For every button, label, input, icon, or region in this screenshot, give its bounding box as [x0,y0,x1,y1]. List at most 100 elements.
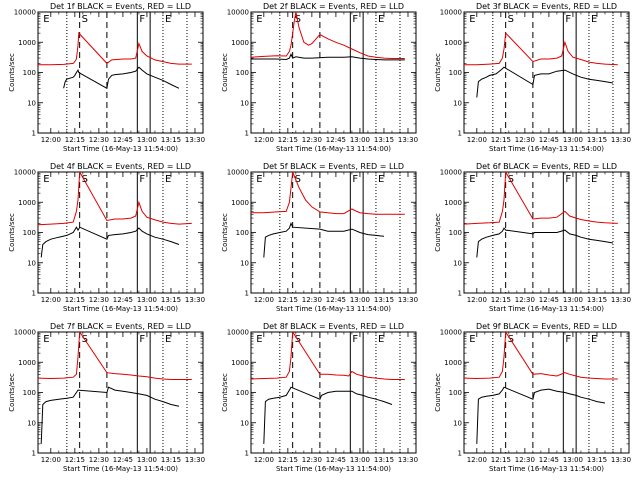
plot-frame [250,331,417,454]
marker-label: E [469,14,475,25]
x-axis-label: Start Time (16-May-13 11:54:00) [489,305,604,313]
detector-panel-5: Det 5f BLACK = Events, RED = LLD 1 10 100 10… [221,162,418,313]
y-tick-label: 1000 [18,199,36,207]
x-tick-label: 12:45 [326,296,346,304]
marker-label: E [469,334,475,345]
marker-label: E [469,174,475,185]
x-tick-label: 12:00 [467,456,487,464]
series-events-line [40,386,180,444]
y-tick-label: 100 [236,229,249,237]
marker-label: E [43,334,49,345]
y-tick-label: 1 [458,450,462,458]
y-tick-label: 1 [245,450,249,458]
x-tick-label: 13:15 [374,136,394,144]
marker-label: S [508,14,514,25]
x-tick-label: 12:15 [278,456,298,464]
marker-label: S [82,14,88,25]
panel-title: Det 7f BLACK = Events, RED = LLD [50,322,191,331]
x-tick-label: 12:30 [89,136,109,144]
y-tick-label: 10000 [440,9,462,17]
marker-label: F [139,334,145,345]
series-events-line [476,386,606,444]
x-tick-label: 12:15 [491,296,511,304]
panel-title: Det 1f BLACK = Events, RED = LLD [50,2,191,11]
x-tick-label: 13:00 [137,296,157,304]
marker-label: F [565,334,571,345]
detector-panel-9: Det 9f BLACK = Events, RED = LLD 1 10 100 10… [434,322,631,473]
x-tick-label: 12:00 [254,296,274,304]
x-tick-label: 13:00 [137,456,157,464]
x-axis-label: Start Time (16-May-13 11:54:00) [276,145,391,153]
y-tick-label: 1 [458,290,462,298]
x-tick-label: 12:00 [41,296,61,304]
y-tick-label: 10 [27,419,36,427]
marker-label: S [82,174,88,185]
series-lld-line [38,332,192,380]
y-tick-label: 1000 [444,199,462,207]
panel-title: Det 9f BLACK = Events, RED = LLD [476,322,617,331]
marker-label: F [565,174,571,185]
x-tick-label: 12:30 [515,296,535,304]
y-axis-label: Counts/sec [434,373,442,412]
y-axis-label: Counts/sec [221,53,229,92]
x-tick-label: 13:30 [611,296,631,304]
x-tick-label: 12:45 [539,456,559,464]
marker-label: E [378,14,384,25]
y-tick-label: 10 [453,259,462,267]
x-axis-label: Start Time (16-May-13 11:54:00) [63,305,178,313]
x-tick-label: 13:30 [398,456,418,464]
panel-title: Det 2f BLACK = Events, RED = LLD [263,2,404,11]
marker-label: E [256,174,262,185]
y-tick-label: 10000 [14,169,36,177]
y-tick-label: 1 [458,130,462,138]
y-tick-label: 1 [32,130,36,138]
x-tick-label: 12:45 [539,136,559,144]
y-axis-label: Counts/sec [8,373,16,412]
y-tick-label: 1000 [444,39,462,47]
detector-panel-7: Det 7f BLACK = Events, RED = LLD 1 10 100 10… [8,322,205,473]
marker-label: F [352,14,358,25]
y-tick-label: 10000 [14,9,36,17]
marker-label: F [352,174,358,185]
y-tick-label: 100 [449,69,462,77]
x-tick-label: 13:30 [185,136,205,144]
series-events-line [263,386,393,444]
y-tick-label: 10000 [227,329,249,337]
series-lld-line [251,12,405,59]
y-tick-label: 1000 [231,199,249,207]
x-tick-label: 12:30 [515,456,535,464]
y-axis-label: Counts/sec [8,53,16,92]
x-tick-label: 12:45 [113,136,133,144]
x-tick-label: 12:15 [65,136,85,144]
marker-label: E [378,334,384,345]
x-tick-label: 12:45 [326,456,346,464]
y-tick-label: 10 [240,419,249,427]
x-axis-label: Start Time (16-May-13 11:54:00) [63,145,178,153]
y-tick-label: 100 [449,389,462,397]
series-events-line [40,226,180,258]
series-events-line [251,53,405,61]
detector-panel-3: Det 3f BLACK = Events, RED = LLD 1 10 100 10… [434,2,631,153]
x-tick-label: 12:15 [491,136,511,144]
marker-label: E [591,334,597,345]
y-tick-label: 10000 [440,329,462,337]
y-tick-label: 1 [32,290,36,298]
marker-label: S [295,174,301,185]
detector-panel-1: Det 1f BLACK = Events, RED = LLD 1 10 100 10… [8,2,205,153]
detector-panel-8: Det 8f BLACK = Events, RED = LLD 1 10 100 10… [221,322,418,473]
x-tick-label: 13:30 [611,456,631,464]
series-lld-line [464,332,618,380]
y-tick-label: 100 [449,229,462,237]
y-tick-label: 10 [27,99,36,107]
plot-frame [463,11,630,134]
series-lld-line [464,172,618,225]
plot-frame [37,331,204,454]
marker-label: E [591,14,597,25]
x-tick-label: 13:30 [398,136,418,144]
x-tick-label: 13:15 [161,296,181,304]
y-tick-label: 100 [23,389,36,397]
x-tick-label: 12:00 [254,136,274,144]
y-axis-label: Counts/sec [221,373,229,412]
x-tick-label: 12:30 [302,136,322,144]
y-tick-label: 100 [236,389,249,397]
